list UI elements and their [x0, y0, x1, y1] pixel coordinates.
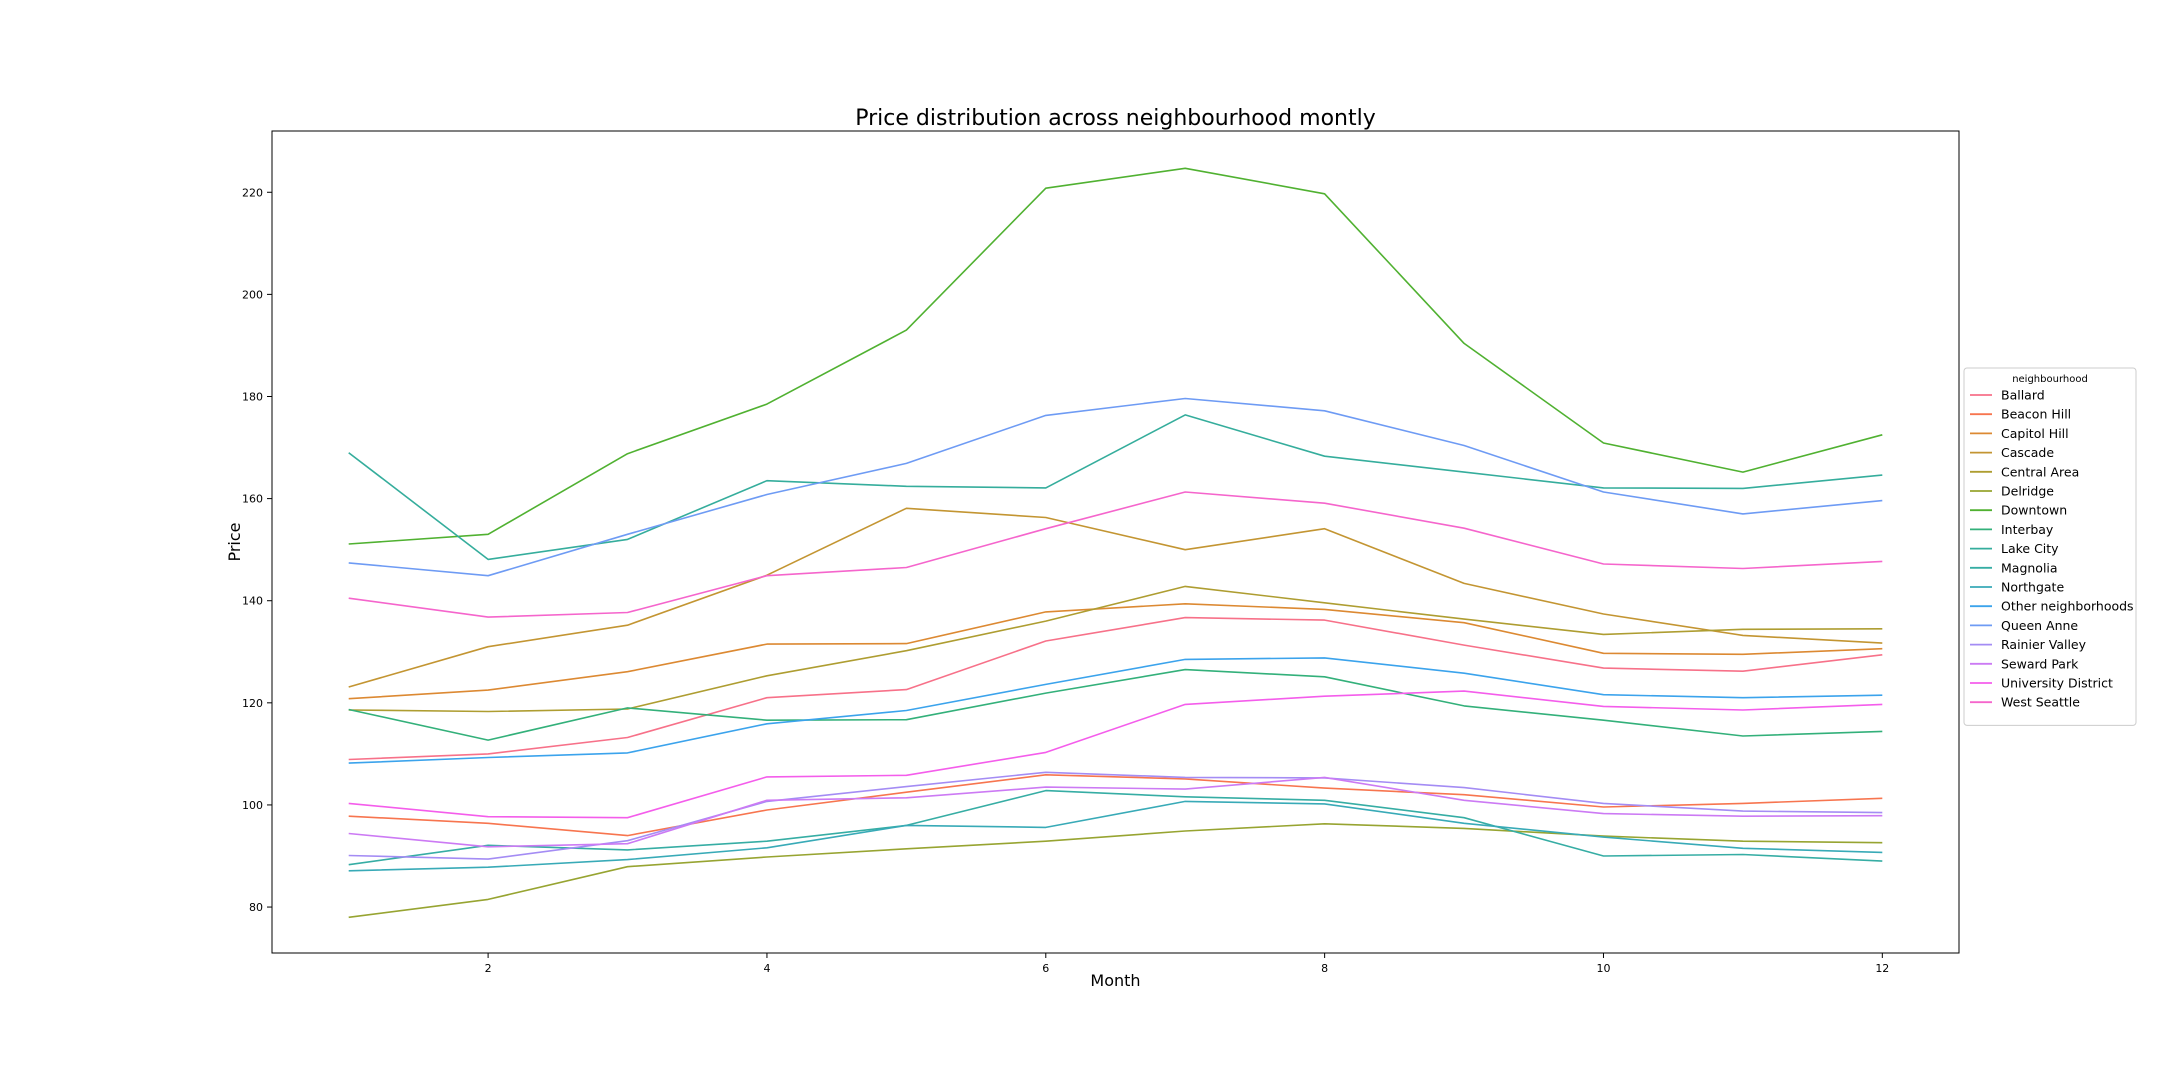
legend-items: Ballard Beacon Hill Capitol Hill Cascade Cen… — [1970, 388, 2134, 710]
y-tick-label: 160 — [242, 493, 263, 506]
legend-label: Ballard — [2001, 388, 2045, 403]
y-tick-label: 140 — [242, 595, 263, 608]
y-tick-label: 180 — [242, 390, 263, 403]
x-axis-label: Month — [1090, 971, 1140, 990]
legend-item-beacon-hill: Beacon Hill — [1970, 407, 2071, 422]
x-tick-label: 10 — [1596, 962, 1610, 975]
series-line-ballard — [348, 616, 1883, 761]
series-line-delridge — [348, 822, 1883, 919]
legend-item-university-district: University District — [1970, 676, 2113, 691]
legend-box — [1963, 367, 2137, 726]
x-axis-ticks: 2 4 6 8 10 12 — [485, 953, 1889, 975]
legend-item-lake-city: Lake City — [1970, 541, 2059, 556]
legend-item-capitol-hill: Capitol Hill — [1970, 426, 2069, 441]
legend-label: Central Area — [2001, 464, 2079, 479]
legend-label: Lake City — [2001, 541, 2059, 556]
legend-item-ballard: Ballard — [1970, 388, 2045, 403]
legend-label: Delridge — [2001, 484, 2054, 499]
series-line-lake-city — [348, 414, 1883, 561]
legend-label: Rainier Valley — [2001, 637, 2087, 652]
series-line-northgate — [348, 800, 1883, 872]
x-tick-label: 4 — [763, 962, 770, 975]
y-tick-label: 120 — [242, 697, 263, 710]
series-line-west-seattle — [348, 491, 1883, 618]
y-tick-label: 220 — [242, 186, 263, 199]
legend-label: Magnolia — [2001, 560, 2058, 575]
legend: neighbourhood Ballard Beacon Hill Capitol … — [1963, 367, 2137, 726]
series-line-university-district — [348, 690, 1883, 819]
legend-label: Cascade — [2001, 445, 2054, 460]
legend-label: Beacon Hill — [2001, 407, 2071, 422]
plot-lines — [348, 167, 1883, 919]
legend-label: Queen Anne — [2001, 618, 2078, 633]
legend-label: Capitol Hill — [2001, 426, 2069, 441]
legend-title: neighbourhood — [2012, 374, 2088, 385]
legend-item-interbay: Interbay — [1970, 522, 2054, 537]
y-tick-label: 200 — [242, 288, 263, 301]
series-line-cascade — [348, 507, 1883, 688]
series-line-queen-anne — [348, 397, 1883, 577]
legend-item-other-neighborhoods: Other neighborhoods — [1970, 599, 2134, 614]
axes-frame — [271, 130, 1960, 954]
series-line-other-neighborhoods — [348, 657, 1883, 764]
legend-label: Seward Park — [2001, 656, 2079, 671]
x-tick-label: 2 — [485, 962, 492, 975]
series-line-beacon-hill — [348, 773, 1883, 837]
legend-label: Northgate — [2001, 580, 2064, 595]
y-axis-label: Price — [225, 522, 244, 561]
series-line-magnolia — [348, 789, 1883, 866]
legend-label: West Seattle — [2001, 695, 2080, 710]
x-tick-label: 8 — [1321, 962, 1328, 975]
legend-item-rainier-valley: Rainier Valley — [1970, 637, 2087, 652]
series-line-downtown — [348, 167, 1883, 545]
series-line-capitol-hill — [348, 602, 1883, 700]
chart-title: Price distribution across neighbourhood … — [855, 106, 1375, 131]
legend-item-west-seattle: West Seattle — [1970, 695, 2080, 710]
legend-item-cascade: Cascade — [1970, 445, 2054, 460]
x-tick-label: 6 — [1042, 962, 1049, 975]
series-line-seward-park — [348, 776, 1883, 848]
legend-label: Other neighborhoods — [2001, 599, 2134, 614]
legend-item-northgate: Northgate — [1970, 580, 2064, 595]
series-line-central-area — [348, 585, 1883, 713]
series-line-interbay — [348, 668, 1883, 741]
legend-label: Interbay — [2001, 522, 2054, 537]
y-axis-ticks: 80 100 120 140 160 180 200 220 — [242, 186, 272, 914]
legend-item-magnolia: Magnolia — [1970, 560, 2058, 575]
legend-label: Downtown — [2001, 503, 2067, 518]
legend-label: University District — [2001, 676, 2113, 691]
legend-item-queen-anne: Queen Anne — [1970, 618, 2078, 633]
y-tick-label: 80 — [249, 901, 263, 914]
legend-item-seward-park: Seward Park — [1970, 656, 2079, 671]
legend-item-delridge: Delridge — [1970, 484, 2054, 499]
y-tick-label: 100 — [242, 799, 263, 812]
legend-item-central-area: Central Area — [1970, 464, 2079, 479]
x-tick-label: 12 — [1875, 962, 1889, 975]
legend-item-downtown: Downtown — [1970, 503, 2067, 518]
